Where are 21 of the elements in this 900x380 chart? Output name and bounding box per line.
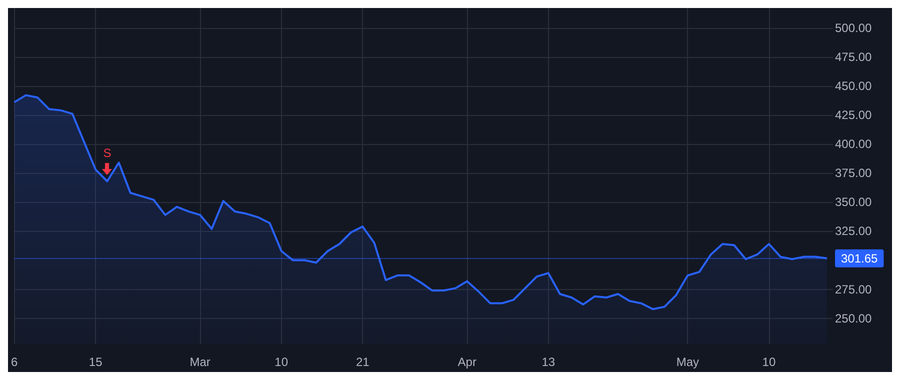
y-tick-label: 375.00 xyxy=(835,166,872,180)
x-tick-label: 6 xyxy=(10,355,18,369)
y-tick-label: 350.00 xyxy=(835,195,872,210)
x-tick-label: 10 xyxy=(762,355,776,369)
x-tick-label: 10 xyxy=(274,355,288,369)
x-tick-label: 21 xyxy=(356,355,370,369)
x-tick-label: Mar xyxy=(190,355,210,369)
y-tick-label: 250.00 xyxy=(835,311,872,326)
annotation: S xyxy=(102,146,112,160)
y-tick-label: 275.00 xyxy=(835,282,872,296)
y-tick-label: 475.00 xyxy=(835,50,872,64)
x-tick-label: 13 xyxy=(542,355,556,369)
y-tick-label: 400.00 xyxy=(835,137,872,152)
ref-line-label: 301.65 xyxy=(841,251,878,266)
x-tick-label: Apr xyxy=(458,355,476,369)
y-tick-label: 500.00 xyxy=(835,20,872,35)
x-tick-label: 15 xyxy=(88,355,103,369)
y-tick-label: 325.00 xyxy=(835,224,872,238)
y-tick-label: 450.00 xyxy=(835,78,872,93)
x-tick-label: May xyxy=(676,355,700,369)
y-tick-label: 425.00 xyxy=(835,108,872,122)
